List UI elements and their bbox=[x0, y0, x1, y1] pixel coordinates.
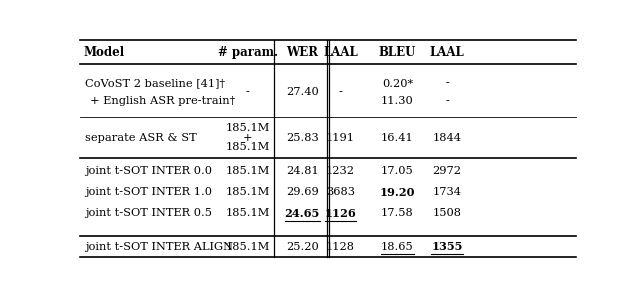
Text: 27.40: 27.40 bbox=[286, 87, 319, 97]
Text: 17.05: 17.05 bbox=[381, 166, 414, 176]
Text: +: + bbox=[243, 133, 252, 142]
Text: 185.1M: 185.1M bbox=[225, 142, 270, 152]
Text: 185.1M: 185.1M bbox=[225, 208, 270, 218]
Text: 1232: 1232 bbox=[326, 166, 355, 176]
Text: -: - bbox=[445, 96, 449, 106]
Text: 11.30: 11.30 bbox=[381, 96, 414, 106]
Text: 1355: 1355 bbox=[431, 241, 463, 252]
Text: separate ASR & ST: separate ASR & ST bbox=[86, 133, 197, 142]
Text: 17.58: 17.58 bbox=[381, 208, 414, 218]
Text: Model: Model bbox=[84, 46, 125, 59]
Text: 185.1M: 185.1M bbox=[225, 123, 270, 133]
Text: 2972: 2972 bbox=[433, 166, 461, 176]
Text: LAAL: LAAL bbox=[429, 46, 465, 59]
Text: WER: WER bbox=[286, 46, 318, 59]
Text: BLEU: BLEU bbox=[379, 46, 416, 59]
Text: 25.83: 25.83 bbox=[286, 133, 319, 142]
Text: LAAL: LAAL bbox=[323, 46, 358, 59]
Text: 19.20: 19.20 bbox=[380, 187, 415, 198]
Text: 1508: 1508 bbox=[433, 208, 461, 218]
Text: 18.65: 18.65 bbox=[381, 242, 414, 252]
Text: 1734: 1734 bbox=[433, 187, 461, 197]
Text: 1126: 1126 bbox=[324, 207, 356, 219]
Text: + English ASR pre-train†: + English ASR pre-train† bbox=[90, 96, 235, 106]
Text: 1844: 1844 bbox=[433, 133, 461, 142]
Text: -: - bbox=[445, 78, 449, 88]
Text: 16.41: 16.41 bbox=[381, 133, 414, 142]
Text: joint t-SOT INTER ALIGN: joint t-SOT INTER ALIGN bbox=[86, 242, 234, 252]
Text: 24.81: 24.81 bbox=[286, 166, 319, 176]
Text: joint t-SOT INTER 0.0: joint t-SOT INTER 0.0 bbox=[86, 166, 212, 176]
Text: 3683: 3683 bbox=[326, 187, 355, 197]
Text: joint t-SOT INTER 1.0: joint t-SOT INTER 1.0 bbox=[86, 187, 212, 197]
Text: # param.: # param. bbox=[218, 46, 278, 59]
Text: 1191: 1191 bbox=[326, 133, 355, 142]
Text: 185.1M: 185.1M bbox=[225, 166, 270, 176]
Text: 1128: 1128 bbox=[326, 242, 355, 252]
Text: -: - bbox=[246, 87, 250, 97]
Text: CoVoST 2 baseline [41]†: CoVoST 2 baseline [41]† bbox=[86, 78, 225, 88]
Text: 25.20: 25.20 bbox=[286, 242, 319, 252]
Text: 24.65: 24.65 bbox=[285, 207, 320, 219]
Text: 29.69: 29.69 bbox=[286, 187, 319, 197]
Text: 0.20*: 0.20* bbox=[382, 78, 413, 88]
Text: 185.1M: 185.1M bbox=[225, 242, 270, 252]
Text: joint t-SOT INTER 0.5: joint t-SOT INTER 0.5 bbox=[86, 208, 212, 218]
Text: 185.1M: 185.1M bbox=[225, 187, 270, 197]
Text: -: - bbox=[339, 87, 342, 97]
